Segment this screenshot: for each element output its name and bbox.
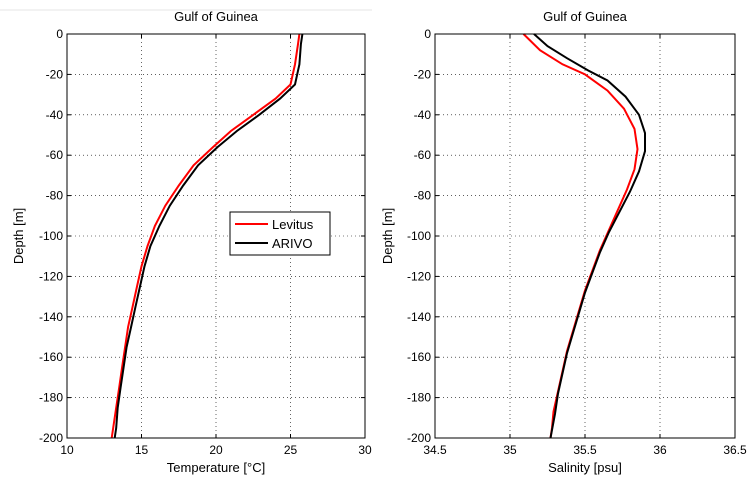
- legend-label-levitus: Levitus: [272, 217, 314, 232]
- x-tick-label: 35: [503, 443, 517, 457]
- y-tick-label: -100: [39, 229, 63, 243]
- legend: Levitus ARIVO: [229, 211, 331, 256]
- series-layer: [522, 33, 646, 439]
- x-tick-label: 36.5: [723, 443, 747, 457]
- y-tick-label: -120: [407, 269, 431, 283]
- y-tick-label: -120: [39, 269, 63, 283]
- levitus-line: [110, 33, 301, 439]
- levitus-line: [522, 33, 639, 439]
- x-tick-label: 10: [60, 443, 74, 457]
- y-tick-label: -180: [39, 391, 63, 405]
- y-tick-label: -40: [46, 108, 64, 122]
- y-tick-label: -200: [407, 431, 431, 445]
- y-tick-label: -160: [39, 350, 63, 364]
- series-layer: [110, 33, 304, 439]
- y-axis-label: Depth [m]: [380, 208, 395, 264]
- y-axis-label: Depth [m]: [11, 208, 26, 264]
- y-tick-label: -80: [414, 189, 432, 203]
- y-tick-label: -180: [407, 391, 431, 405]
- y-tick-label: 0: [424, 27, 431, 41]
- y-tick-label: -20: [414, 67, 432, 81]
- y-tick-label: -80: [46, 189, 64, 203]
- y-tick-label: -60: [414, 148, 432, 162]
- x-ticks: 10 15 20 25 30: [60, 34, 372, 457]
- x-tick-label: 34.5: [423, 443, 447, 457]
- y-tick-label: -60: [46, 148, 64, 162]
- y-tick-label: -200: [39, 431, 63, 445]
- legend-box: [229, 211, 331, 256]
- x-tick-label: 20: [209, 443, 223, 457]
- y-tick-label: -140: [39, 310, 63, 324]
- y-tick-label: 0: [56, 27, 63, 41]
- x-tick-label: 35.5: [573, 443, 597, 457]
- x-tick-label: 30: [358, 443, 372, 457]
- y-ticks: 0 -20 -40 -60 -80 -100 -120 -140 -160 -180 -200: [39, 27, 365, 445]
- x-ticks: 34.5 35 35.5 36 36.5: [423, 34, 747, 457]
- arivo-line: [533, 33, 646, 439]
- x-tick-label: 15: [135, 443, 149, 457]
- y-tick-label: -160: [407, 350, 431, 364]
- x-tick-label: 36: [653, 443, 667, 457]
- chart-title: Gulf of Guinea: [174, 9, 259, 24]
- x-axis-label: Salinity [psu]: [548, 460, 622, 475]
- grid: [435, 34, 735, 438]
- chart-title: Gulf of Guinea: [543, 9, 628, 24]
- legend-label-arivo: ARIVO: [272, 236, 312, 251]
- temperature-panel: Gulf of Guinea 10 15 20 25 30 0 -20 -40 -60 -80 -…: [11, 9, 372, 475]
- y-tick-label: -100: [407, 229, 431, 243]
- x-axis-label: Temperature [°C]: [167, 460, 265, 475]
- x-tick-label: 25: [284, 443, 298, 457]
- salinity-panel: Gulf of Guinea 34.5 35 35.5 36 36.5 0 -20 -40 -…: [380, 9, 747, 475]
- y-ticks: 0 -20 -40 -60 -80 -100 -120 -140 -160 -180 -200: [407, 27, 735, 445]
- y-tick-label: -140: [407, 310, 431, 324]
- arivo-line: [113, 33, 304, 439]
- y-tick-label: -20: [46, 67, 64, 81]
- y-tick-label: -40: [414, 108, 432, 122]
